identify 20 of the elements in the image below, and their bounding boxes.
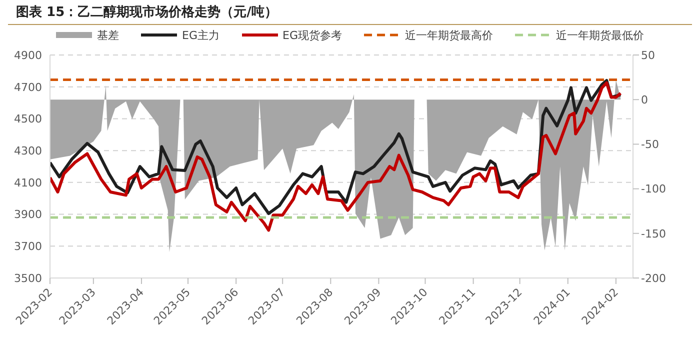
y2-tick-label: -100 (641, 182, 666, 196)
y2-tick-label: -50 (641, 138, 659, 152)
y-tick-label: 4300 (14, 144, 42, 158)
y-tick-label: 3500 (14, 272, 42, 285)
legend-label: 近一年期货最低价 (556, 28, 644, 42)
legend-label: EG主力 (182, 28, 220, 42)
y2-tick-label: 50 (641, 48, 655, 62)
y-tick-label: 4100 (14, 176, 42, 190)
legend-label: 基差 (97, 28, 120, 42)
y-tick-label: 4900 (14, 48, 42, 62)
y2-tick-label: -150 (641, 227, 666, 240)
y2-tick-label: -200 (641, 272, 666, 285)
y-tick-label: 4700 (14, 80, 42, 94)
y-tick-label: 4500 (14, 112, 42, 126)
y2-tick-label: 0 (641, 94, 648, 107)
y-tick-label: 3700 (14, 240, 42, 254)
legend-label: 近一年期货最高价 (404, 28, 493, 42)
legend-label: EG现货参考 (282, 28, 342, 42)
y-tick-label: 3900 (14, 208, 42, 222)
chart-title: 图表 15：乙二醇期现市场价格走势（元/吨） (8, 0, 692, 25)
